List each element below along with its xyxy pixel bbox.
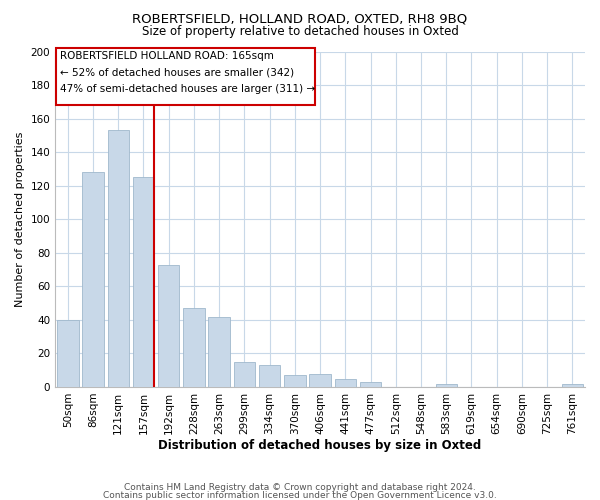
Bar — [82, 172, 104, 387]
Text: Contains public sector information licensed under the Open Government Licence v3: Contains public sector information licen… — [103, 490, 497, 500]
Bar — [360, 382, 381, 387]
FancyBboxPatch shape — [56, 48, 315, 105]
Bar — [208, 316, 230, 387]
Bar — [158, 264, 179, 387]
Bar — [436, 384, 457, 387]
X-axis label: Distribution of detached houses by size in Oxted: Distribution of detached houses by size … — [158, 440, 482, 452]
Bar — [284, 375, 305, 387]
Bar — [233, 362, 255, 387]
Bar — [183, 308, 205, 387]
Text: Size of property relative to detached houses in Oxted: Size of property relative to detached ho… — [142, 25, 458, 38]
Bar — [310, 374, 331, 387]
Bar — [57, 320, 79, 387]
Text: Contains HM Land Registry data © Crown copyright and database right 2024.: Contains HM Land Registry data © Crown c… — [124, 484, 476, 492]
Bar — [335, 378, 356, 387]
Bar — [133, 178, 154, 387]
Y-axis label: Number of detached properties: Number of detached properties — [15, 132, 25, 307]
Text: ROBERTSFIELD HOLLAND ROAD: 165sqm: ROBERTSFIELD HOLLAND ROAD: 165sqm — [60, 50, 274, 60]
Text: ROBERTSFIELD, HOLLAND ROAD, OXTED, RH8 9BQ: ROBERTSFIELD, HOLLAND ROAD, OXTED, RH8 9… — [133, 12, 467, 26]
Text: ← 52% of detached houses are smaller (342): ← 52% of detached houses are smaller (34… — [60, 68, 295, 78]
Text: 47% of semi-detached houses are larger (311) →: 47% of semi-detached houses are larger (… — [60, 84, 316, 94]
Bar — [562, 384, 583, 387]
Bar — [107, 130, 129, 387]
Bar — [259, 365, 280, 387]
